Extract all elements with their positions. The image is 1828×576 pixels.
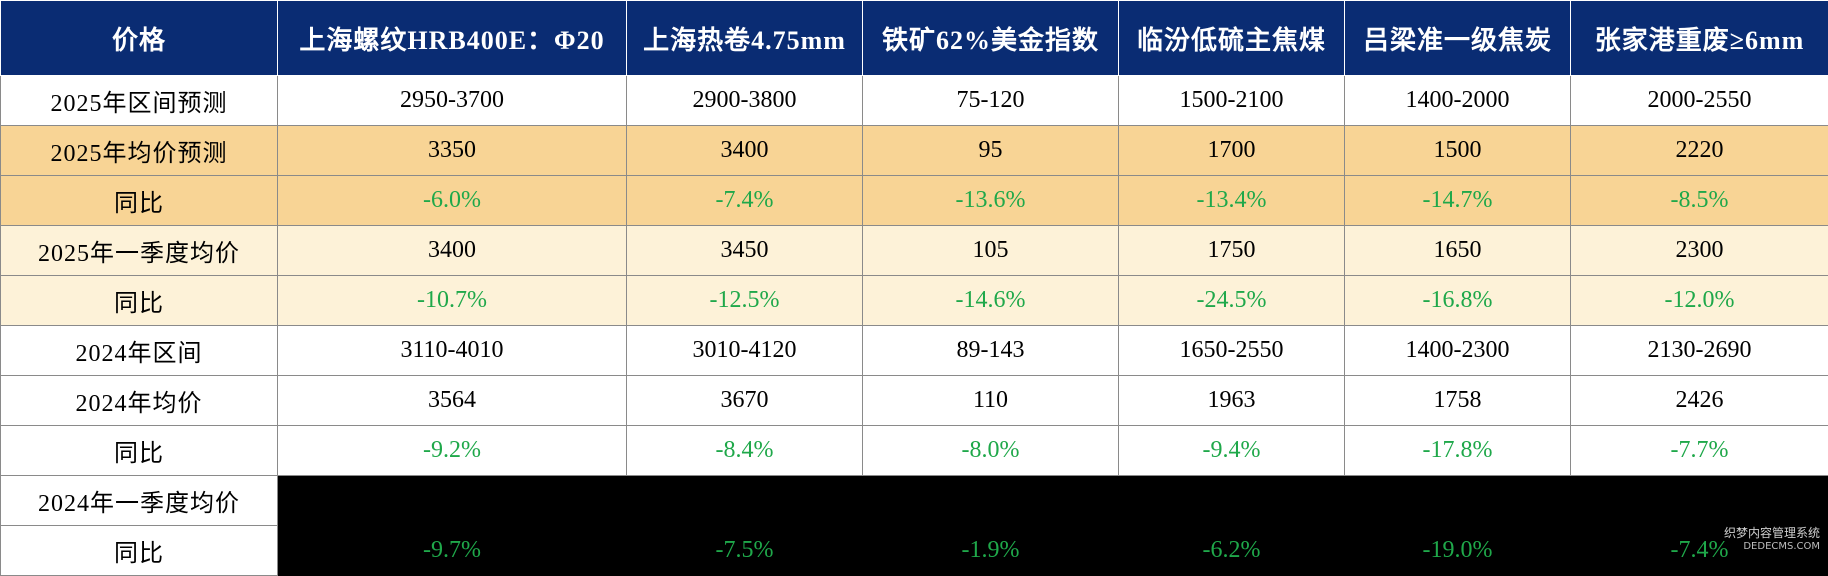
table-cell: -6.0% [278,176,627,226]
table-cell: 1963 [1119,376,1345,426]
header-heavy-scrap-zhangjiagang: 张家港重废≥6mm [1571,1,1828,76]
table-cell: -24.5% [1119,276,1345,326]
row-label: 2024年均价 [1,376,278,426]
row-label: 2025年一季度均价 [1,226,278,276]
table-cell: 3670 [627,376,863,426]
table-cell: 2220 [1571,126,1828,176]
table-cell: -19.0% [1345,526,1571,576]
row-label: 2025年区间预测 [1,76,278,126]
table-row: 同比 -9.2% -8.4% -8.0% -9.4% -17.8% -7.7% [1,426,1828,476]
table-cell: 1650-2550 [1119,326,1345,376]
header-row: 价格 上海螺纹HRB400E：Φ20 上海热卷4.75mm 铁矿62%美金指数 … [1,1,1828,76]
table-cell: 110 [863,376,1119,426]
table-cell: -7.5% [627,526,863,576]
table-cell: -1.9% [863,526,1119,576]
table-cell: 1650 [1345,226,1571,276]
table-cell: 1750 [1119,226,1345,276]
row-label: 同比 [1,426,278,476]
table-cell: 3400 [278,226,627,276]
table-row: 同比 -9.7% -7.5% -1.9% -6.2% -19.0% -7.4% [1,526,1828,576]
header-hot-coil-shanghai: 上海热卷4.75mm [627,1,863,76]
table-cell: 1400-2300 [1345,326,1571,376]
table-cell: 89-143 [863,326,1119,376]
table-row: 2025年均价预测 3350 3400 95 1700 1500 2220 [1,126,1828,176]
row-label: 同比 [1,176,278,226]
table-cell: 1400-2000 [1345,76,1571,126]
table-cell: -16.8% [1345,276,1571,326]
table-cell: -9.2% [278,426,627,476]
masked-cell [627,476,863,526]
table-cell: -14.6% [863,276,1119,326]
masked-cell [1345,476,1571,526]
table-cell: -8.5% [1571,176,1828,226]
watermark: 织梦内容管理系统 DEDECMS.COM [1720,526,1820,566]
table-cell: -13.6% [863,176,1119,226]
table-cell: 1500-2100 [1119,76,1345,126]
row-label: 2024年区间 [1,326,278,376]
table-row: 同比 -6.0% -7.4% -13.6% -13.4% -14.7% -8.5… [1,176,1828,226]
table-cell: 2900-3800 [627,76,863,126]
table-cell: -6.2% [1119,526,1345,576]
table-cell: 95 [863,126,1119,176]
table-cell: -8.4% [627,426,863,476]
table-cell: 1700 [1119,126,1345,176]
header-coking-coal-linfen: 临汾低硫主焦煤 [1119,1,1345,76]
table-cell: -12.5% [627,276,863,326]
masked-cell [1571,476,1828,526]
header-price: 价格 [1,1,278,76]
table-cell: 3400 [627,126,863,176]
row-label: 2025年均价预测 [1,126,278,176]
table-cell: 2000-2550 [1571,76,1828,126]
table-cell: -8.0% [863,426,1119,476]
table-cell: 2426 [1571,376,1828,426]
watermark-line-2: DEDECMS.COM [1720,540,1820,554]
row-label: 2024年一季度均价 [1,476,278,526]
table-row: 2024年区间 3110-4010 3010-4120 89-143 1650-… [1,326,1828,376]
table-cell: 3110-4010 [278,326,627,376]
table-cell: -13.4% [1119,176,1345,226]
table-row: 同比 -10.7% -12.5% -14.6% -24.5% -16.8% -1… [1,276,1828,326]
table-cell: -7.4% [627,176,863,226]
table-cell: 2300 [1571,226,1828,276]
table-cell: -12.0% [1571,276,1828,326]
table-cell: -17.8% [1345,426,1571,476]
table-row: 2024年一季度均价 [1,476,1828,526]
table-cell: 1500 [1345,126,1571,176]
table-row: 2025年区间预测 2950-3700 2900-3800 75-120 150… [1,76,1828,126]
table-cell: -10.7% [278,276,627,326]
header-coke-lvliang: 吕梁准一级焦炭 [1345,1,1571,76]
table-cell: -9.4% [1119,426,1345,476]
table-cell: -9.7% [278,526,627,576]
table-cell: -14.7% [1345,176,1571,226]
row-label: 同比 [1,526,278,576]
table-cell: -7.7% [1571,426,1828,476]
masked-cell [1119,476,1345,526]
header-rebar-shanghai: 上海螺纹HRB400E：Φ20 [278,1,627,76]
table-cell: 75-120 [863,76,1119,126]
masked-cell [278,476,627,526]
row-label: 同比 [1,276,278,326]
table-cell: 3564 [278,376,627,426]
table-cell: 3450 [627,226,863,276]
table-cell: 1758 [1345,376,1571,426]
masked-cell [863,476,1119,526]
table-cell: 3010-4120 [627,326,863,376]
table-cell: 105 [863,226,1119,276]
header-iron-ore-index: 铁矿62%美金指数 [863,1,1119,76]
table-row: 2025年一季度均价 3400 3450 105 1750 1650 2300 [1,226,1828,276]
table-cell: 3350 [278,126,627,176]
table-cell: 2950-3700 [278,76,627,126]
watermark-line-1: 织梦内容管理系统 [1720,526,1820,540]
table-row: 2024年均价 3564 3670 110 1963 1758 2426 [1,376,1828,426]
table-cell: 2130-2690 [1571,326,1828,376]
